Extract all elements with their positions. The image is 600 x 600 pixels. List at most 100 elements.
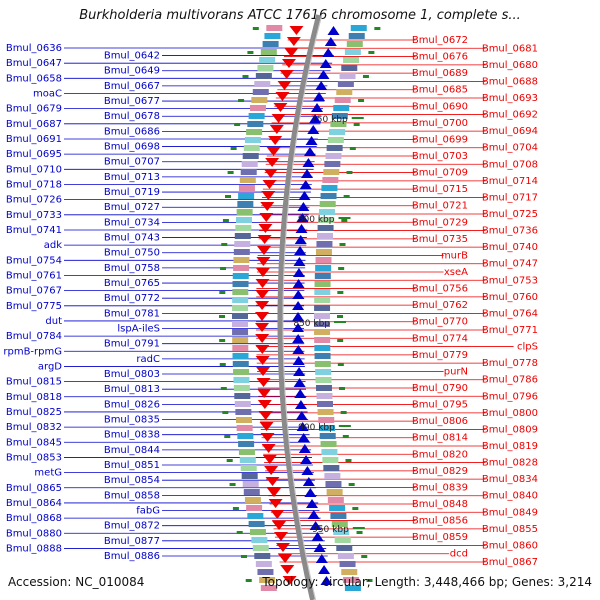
forward-gene-label[interactable]: Bmul_0750	[104, 248, 160, 259]
reverse-gene-label[interactable]: Bmul_0834	[482, 474, 538, 485]
reverse-gene-label[interactable]: Bmul_0693	[482, 93, 538, 104]
forward-gene-label[interactable]: Bmul_0642	[104, 51, 160, 62]
forward-gene-label[interactable]: Bmul_0886	[104, 551, 160, 562]
reverse-gene-label[interactable]: Bmul_0709	[412, 168, 468, 179]
reverse-gene-label[interactable]: Bmul_0690	[412, 101, 468, 112]
forward-gene-label[interactable]: Bmul_0658	[6, 73, 62, 84]
reverse-gene-label[interactable]: Bmul_0814	[412, 433, 468, 444]
reverse-gene-label[interactable]: Bmul_0714	[482, 176, 538, 187]
reverse-gene-label[interactable]: Bmul_0715	[412, 184, 468, 195]
forward-gene-label[interactable]: Bmul_0826	[104, 399, 160, 410]
forward-gene-label[interactable]: Bmul_0865	[6, 483, 62, 494]
forward-gene-label[interactable]: Bmul_0781	[104, 308, 160, 319]
reverse-gene-label[interactable]: Bmul_0867	[482, 557, 538, 568]
reverse-gene-label[interactable]: Bmul_0859	[412, 532, 468, 543]
reverse-gene-label[interactable]: clpS	[517, 342, 538, 353]
forward-gene-label[interactable]: Bmul_0713	[104, 172, 160, 183]
forward-gene-label[interactable]: lspA-ileS	[117, 324, 160, 335]
forward-gene-label[interactable]: Bmul_0888	[6, 543, 62, 554]
forward-gene-label[interactable]: Bmul_0872	[104, 521, 160, 532]
reverse-gene-label[interactable]: Bmul_0681	[482, 43, 538, 54]
forward-gene-label[interactable]: Bmul_0667	[104, 81, 160, 92]
forward-gene-label[interactable]: Bmul_0647	[6, 58, 62, 69]
forward-gene-label[interactable]: Bmul_0772	[104, 293, 160, 304]
reverse-gene-label[interactable]: Bmul_0779	[412, 350, 468, 361]
forward-gene-label[interactable]: Bmul_0636	[6, 43, 62, 54]
forward-gene-label[interactable]: Bmul_0733	[6, 210, 62, 221]
reverse-gene-label[interactable]: Bmul_0676	[412, 52, 468, 63]
forward-gene-label[interactable]: Bmul_0758	[104, 263, 160, 274]
forward-gene-label[interactable]: Bmul_0835	[104, 415, 160, 426]
forward-gene-label[interactable]: Bmul_0710	[6, 164, 62, 175]
reverse-gene-label[interactable]: Bmul_0721	[412, 201, 468, 212]
forward-gene-label[interactable]: Bmul_0791	[104, 339, 160, 350]
reverse-gene-label[interactable]: Bmul_0708	[482, 159, 538, 170]
reverse-gene-label[interactable]: Bmul_0689	[412, 68, 468, 79]
forward-gene-label[interactable]: Bmul_0815	[6, 377, 62, 388]
reverse-gene-label[interactable]: Bmul_0795	[412, 400, 468, 411]
reverse-gene-label[interactable]: Bmul_0762	[412, 300, 468, 311]
forward-gene-label[interactable]: Bmul_0649	[104, 66, 160, 77]
reverse-gene-label[interactable]: Bmul_0699	[412, 134, 468, 145]
reverse-gene-label[interactable]: Bmul_0770	[412, 317, 468, 328]
reverse-gene-label[interactable]: Bmul_0740	[482, 242, 538, 253]
forward-gene-label[interactable]: Bmul_0678	[104, 111, 160, 122]
reverse-gene-label[interactable]: Bmul_0672	[412, 35, 468, 46]
reverse-gene-label[interactable]: Bmul_0856	[412, 516, 468, 527]
forward-gene-label[interactable]: Bmul_0818	[6, 392, 62, 403]
forward-gene-label[interactable]: Bmul_0727	[104, 202, 160, 213]
forward-gene-label[interactable]: Bmul_0686	[104, 126, 160, 137]
forward-gene-label[interactable]: Bmul_0803	[104, 369, 160, 380]
reverse-gene-label[interactable]: Bmul_0700	[412, 118, 468, 129]
forward-gene-label[interactable]: Bmul_0813	[104, 384, 160, 395]
reverse-gene-label[interactable]: dcd	[450, 549, 468, 560]
forward-gene-label[interactable]: fabG	[136, 506, 160, 517]
forward-gene-label[interactable]: Bmul_0784	[6, 331, 62, 342]
reverse-gene-label[interactable]: Bmul_0860	[482, 540, 538, 551]
forward-gene-label[interactable]: Bmul_0832	[6, 422, 62, 433]
reverse-gene-label[interactable]: Bmul_0756	[412, 284, 468, 295]
forward-gene-label[interactable]: Bmul_0761	[6, 270, 62, 281]
forward-gene-label[interactable]: Bmul_0707	[104, 157, 160, 168]
forward-gene-label[interactable]: Bmul_0868	[6, 513, 62, 524]
forward-gene-label[interactable]: Bmul_0677	[104, 96, 160, 107]
forward-gene-label[interactable]: Bmul_0845	[6, 437, 62, 448]
reverse-gene-label[interactable]: Bmul_0760	[482, 292, 538, 303]
forward-gene-label[interactable]: adk	[44, 240, 62, 251]
reverse-gene-label[interactable]: Bmul_0855	[482, 524, 538, 535]
forward-gene-label[interactable]: radC	[136, 354, 160, 365]
forward-gene-label[interactable]: Bmul_0880	[6, 528, 62, 539]
reverse-gene-label[interactable]: xseA	[444, 267, 468, 278]
reverse-gene-label[interactable]: Bmul_0820	[412, 449, 468, 460]
forward-gene-label[interactable]: argD	[38, 361, 62, 372]
reverse-gene-label[interactable]: Bmul_0849	[482, 507, 538, 518]
forward-gene-label[interactable]: Bmul_0853	[6, 452, 62, 463]
reverse-gene-label[interactable]: Bmul_0790	[412, 383, 468, 394]
forward-gene-label[interactable]: Bmul_0679	[6, 104, 62, 115]
forward-gene-label[interactable]: Bmul_0864	[6, 498, 62, 509]
forward-gene-label[interactable]: Bmul_0687	[6, 119, 62, 130]
reverse-gene-label[interactable]: Bmul_0685	[412, 85, 468, 96]
reverse-gene-label[interactable]: Bmul_0753	[482, 275, 538, 286]
reverse-gene-label[interactable]: Bmul_0717	[482, 192, 538, 203]
reverse-gene-label[interactable]: Bmul_0809	[482, 424, 538, 435]
forward-gene-label[interactable]: Bmul_0719	[104, 187, 160, 198]
reverse-gene-label[interactable]: Bmul_0829	[412, 466, 468, 477]
reverse-gene-label[interactable]: Bmul_0778	[482, 358, 538, 369]
reverse-gene-label[interactable]: Bmul_0729	[412, 217, 468, 228]
reverse-gene-label[interactable]: Bmul_0736	[482, 226, 538, 237]
reverse-gene-label[interactable]: Bmul_0688	[482, 76, 538, 87]
reverse-gene-label[interactable]: Bmul_0694	[482, 126, 538, 137]
forward-gene-label[interactable]: metG	[34, 468, 62, 479]
reverse-gene-label[interactable]: Bmul_0747	[482, 259, 538, 270]
forward-gene-label[interactable]: Bmul_0734	[104, 217, 160, 228]
forward-gene-label[interactable]: Bmul_0858	[104, 490, 160, 501]
forward-gene-label[interactable]: Bmul_0691	[6, 134, 62, 145]
forward-gene-label[interactable]: Bmul_0877	[104, 536, 160, 547]
forward-gene-label[interactable]: Bmul_0741	[6, 225, 62, 236]
reverse-gene-label[interactable]: Bmul_0703	[412, 151, 468, 162]
forward-gene-label[interactable]: Bmul_0695	[6, 149, 62, 160]
forward-gene-label[interactable]: Bmul_0838	[104, 430, 160, 441]
reverse-gene-label[interactable]: Bmul_0680	[482, 60, 538, 71]
forward-gene-label[interactable]: moaC	[33, 88, 62, 99]
